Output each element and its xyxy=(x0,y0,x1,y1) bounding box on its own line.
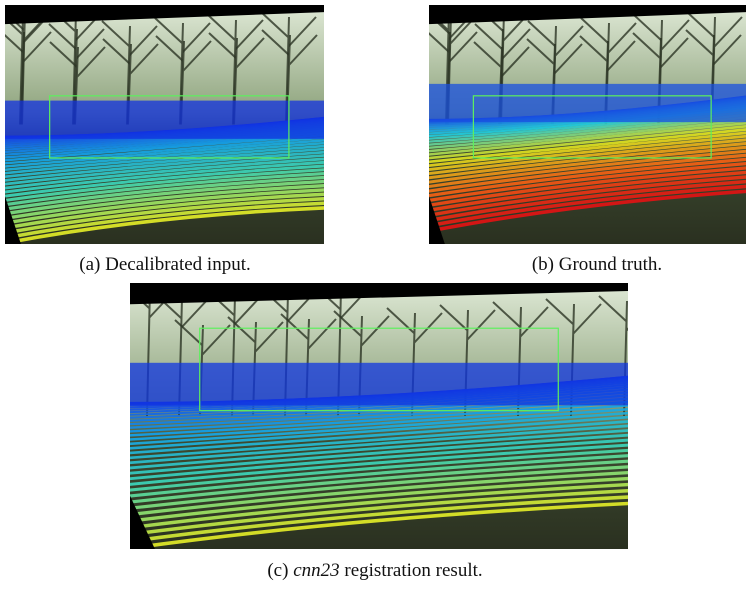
image-decalibrated xyxy=(5,5,324,244)
caption-method: cnn23 xyxy=(293,560,339,581)
caption-label: (a) xyxy=(79,254,100,275)
caption-label: (c) xyxy=(267,560,288,581)
image-ground-truth xyxy=(429,5,746,244)
caption: (b) Ground truth. xyxy=(532,254,662,276)
figure: (a) Decalibrated input. (b) Ground truth… xyxy=(0,0,751,589)
lidar-far-points xyxy=(130,363,628,406)
caption-label: (b) xyxy=(532,254,554,275)
caption-text: registration result. xyxy=(344,560,482,581)
image-registration xyxy=(130,283,628,549)
caption-text: Decalibrated input. xyxy=(105,254,251,275)
caption: (a) Decalibrated input. xyxy=(79,254,250,276)
lidar-far-points xyxy=(5,101,324,139)
caption: (c) cnn23 registration result. xyxy=(267,560,482,582)
caption-text: Ground truth. xyxy=(559,254,662,275)
lidar-far-points xyxy=(429,84,746,122)
